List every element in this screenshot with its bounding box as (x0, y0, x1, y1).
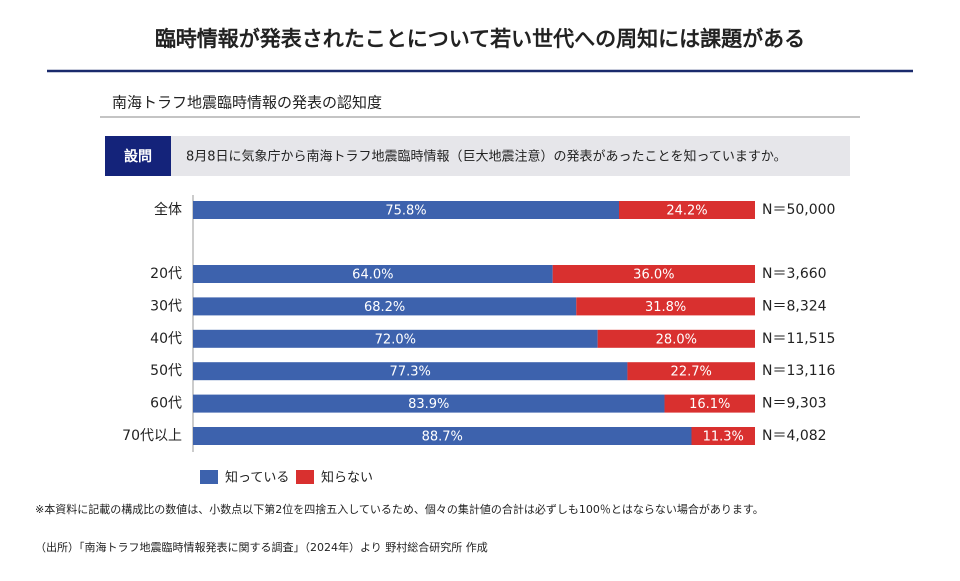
value-label: 36.0% (633, 268, 674, 283)
value-label: 31.8% (645, 300, 686, 315)
value-label: 75.8% (385, 204, 426, 219)
category-label: 20代 (150, 266, 182, 282)
n-label: N＝3,660 (762, 266, 827, 282)
question-label: 設問 (124, 148, 152, 165)
n-label: N＝8,324 (762, 298, 827, 314)
value-label: 11.3% (703, 430, 744, 445)
legend-swatch (296, 470, 314, 484)
legend-label: 知っている (225, 470, 289, 486)
category-label: 50代 (150, 363, 182, 379)
source: （出所）「南海トラフ地震臨時情報発表に関する調査」（2024年）より 野村総合研… (35, 540, 488, 554)
bar-segment (691, 427, 755, 445)
legend-label: 知らない (321, 470, 373, 486)
chart-title: 臨時情報が発表されたことについて若い世代への周知には課題がある (155, 27, 805, 51)
value-label: 24.2% (666, 204, 707, 219)
value-label: 16.1% (689, 397, 730, 412)
category-label: 60代 (150, 396, 182, 412)
question-label-box (105, 136, 171, 176)
value-label: 77.3% (390, 365, 431, 380)
bar-segment (627, 362, 755, 381)
n-label: N＝11,515 (762, 331, 835, 347)
bar-segment (193, 362, 628, 381)
n-label: N＝50,000 (762, 202, 835, 218)
bar-segment (576, 297, 755, 316)
category-label: 70代以上 (122, 428, 182, 444)
category-label: 40代 (150, 331, 182, 347)
bar-segment (618, 201, 755, 219)
subtitle: 南海トラフ地震臨時情報の発表の認知度 (112, 94, 382, 112)
value-label: 83.9% (408, 397, 449, 412)
category-label: 全体 (154, 201, 182, 218)
bar-segment (193, 265, 553, 283)
value-label: 28.0% (656, 332, 697, 347)
bar-segment (193, 394, 665, 413)
bar-segment (552, 265, 755, 283)
value-label: 64.0% (352, 268, 393, 283)
footnote: ※本資料に記載の構成比の数値は、小数点以下第2位を四捨五入しているため、個々の集… (35, 502, 764, 516)
legend-swatch (200, 470, 218, 484)
value-label: 22.7% (671, 365, 712, 380)
bar-segment (193, 427, 692, 445)
bar-segment (193, 201, 619, 219)
n-label: N＝4,082 (762, 428, 827, 444)
value-label: 68.2% (364, 300, 405, 315)
question-text: 8月8日に気象庁から南海トラフ地震臨時情報（巨大地震注意）の発表があったことを知… (186, 149, 787, 165)
bar-segment (597, 329, 755, 348)
value-label: 88.7% (422, 430, 463, 445)
n-label: N＝13,116 (762, 363, 836, 379)
n-label: N＝9,303 (762, 396, 827, 412)
bar-segment (193, 297, 577, 316)
bar-segment (193, 329, 598, 348)
question-box (105, 136, 850, 176)
bar-segment (664, 394, 755, 413)
value-label: 72.0% (375, 332, 416, 347)
category-label: 30代 (150, 298, 182, 314)
